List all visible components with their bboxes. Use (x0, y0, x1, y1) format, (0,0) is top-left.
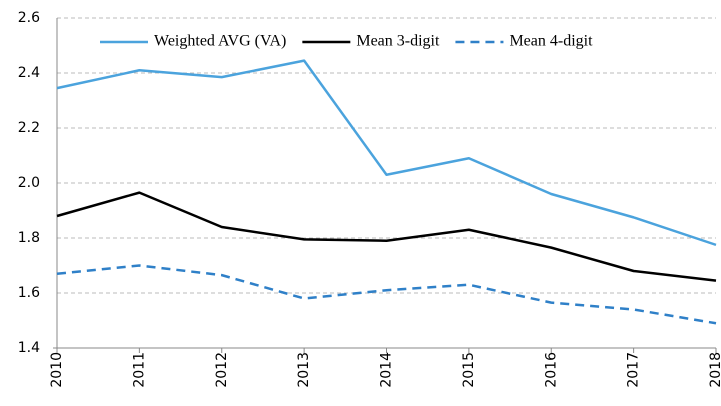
series-line (56, 264, 717, 325)
y-tick-label: 1.6 (18, 285, 40, 301)
series-line (56, 59, 717, 247)
y-tick-label: 2.0 (18, 175, 40, 191)
legend-label: Weighted AVG (VA) (154, 33, 286, 50)
x-tick-label: 2011 (131, 352, 147, 388)
x-tick-label: 2017 (626, 352, 642, 388)
y-tick-label: 2.4 (18, 65, 40, 81)
y-tick-label: 1.8 (18, 230, 40, 246)
x-tick-label: 2013 (296, 352, 312, 388)
x-tick-label: 2012 (214, 352, 230, 388)
y-tick-label: 2.2 (18, 120, 40, 136)
x-tick-label: 2016 (543, 352, 559, 388)
x-tick-label: 2018 (708, 352, 721, 388)
y-tick-label: 2.6 (18, 10, 40, 26)
x-tick-label: 2015 (461, 352, 477, 388)
x-tick-label: 2010 (49, 352, 65, 388)
legend-label: Mean 4-digit (509, 33, 593, 50)
x-tick-label: 2014 (379, 352, 395, 388)
legend-label: Mean 3-digit (356, 33, 440, 50)
series-line (56, 191, 717, 282)
y-tick-label: 1.4 (18, 340, 40, 356)
